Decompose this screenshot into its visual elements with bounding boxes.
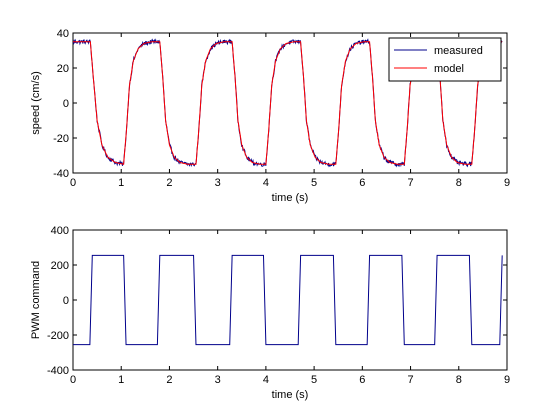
x-axis-label: time (s) [272, 389, 309, 401]
x-tick-label: 0 [70, 374, 76, 386]
legend-label-measured: measured [434, 45, 483, 57]
y-axis-label: speed (cm/s) [30, 71, 42, 135]
x-tick-label: 8 [456, 177, 462, 189]
x-tick-label: 4 [263, 177, 269, 189]
y-tick-label: 20 [57, 63, 69, 75]
legend-box [388, 37, 502, 82]
pwm-plot: 0 1 2 3 4 5 6 7 8 9 -400 -200 0 200 400 time (s) PWM com… [30, 225, 510, 401]
series-line-pwm [73, 254, 503, 346]
y-tick-label: 400 [51, 225, 69, 237]
x-tick-label: 6 [359, 374, 365, 386]
x-tick-label: 1 [118, 177, 124, 189]
x-tick-label: 9 [504, 177, 510, 189]
x-tick-label: 2 [166, 374, 172, 386]
legend-label-model: model [434, 63, 464, 75]
x-tick-label: 9 [504, 374, 510, 386]
y-tick-label: 200 [51, 260, 69, 272]
y-tick-label: 0 [63, 295, 69, 307]
x-tick-label: 7 [407, 374, 413, 386]
y-tick-label: 0 [63, 98, 69, 110]
y-tick-label: -200 [47, 330, 69, 342]
x-tick-label: 5 [311, 177, 317, 189]
x-tick-label: 4 [263, 374, 269, 386]
x-axis-label: time (s) [272, 192, 309, 204]
x-tick-label: 1 [118, 374, 124, 386]
y-axis-label: PWM command [30, 261, 42, 339]
x-tick-label: 2 [166, 177, 172, 189]
y-tick-label: -40 [53, 168, 69, 180]
speed-plot: 0 1 2 3 4 5 6 7 8 9 -40 -20 0 20 40 time (s) speed (cm/s… [30, 28, 510, 204]
x-tick-label: 5 [311, 374, 317, 386]
x-tick-label: 0 [70, 177, 76, 189]
axes-frame [72, 229, 508, 371]
y-tick-label: 40 [57, 28, 69, 40]
x-tick-label: 6 [359, 177, 365, 189]
legend: measured model [388, 37, 502, 82]
y-tick-label: -400 [47, 365, 69, 377]
x-tick-label: 3 [215, 374, 221, 386]
x-tick-label: 8 [456, 374, 462, 386]
y-tick-label: -20 [53, 133, 69, 145]
x-tick-label: 3 [215, 177, 221, 189]
x-tick-label: 7 [407, 177, 413, 189]
